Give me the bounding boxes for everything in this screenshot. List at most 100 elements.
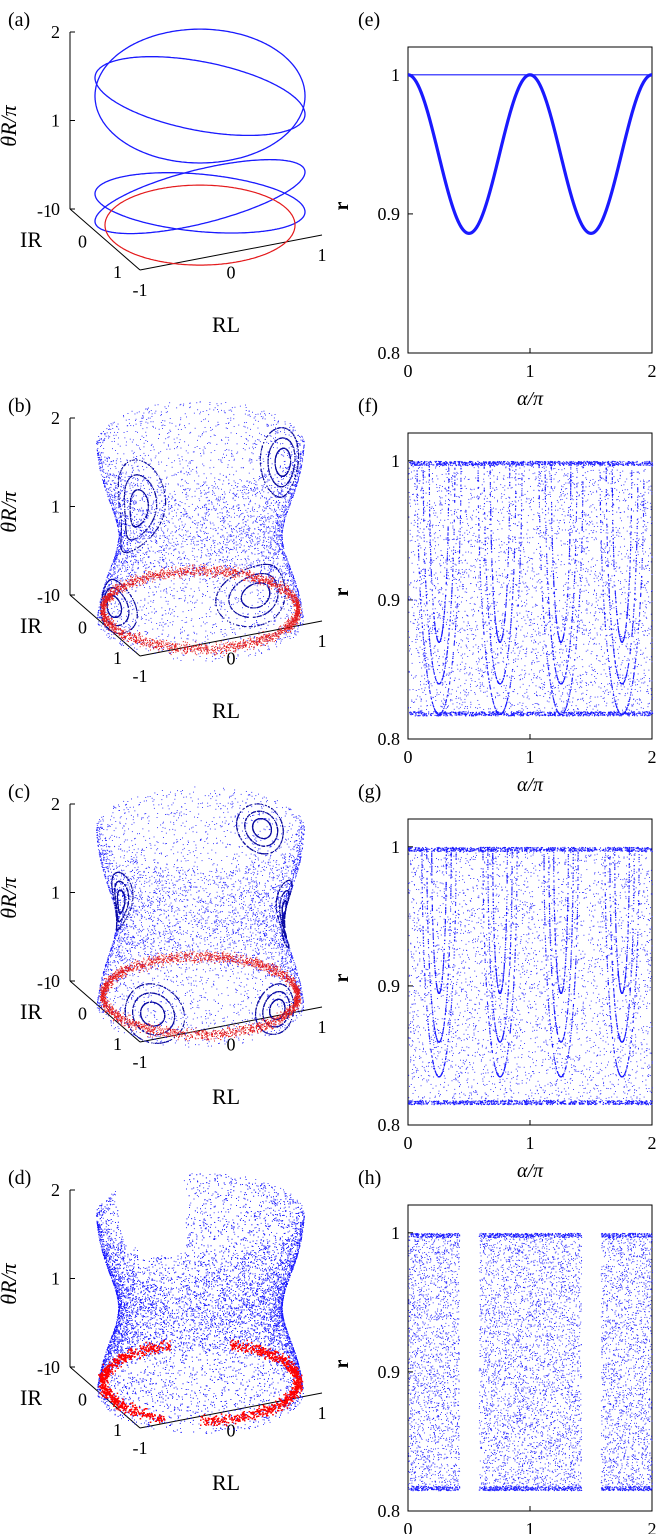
data-point <box>302 625 303 626</box>
data-point <box>274 440 275 441</box>
data-point <box>218 459 219 460</box>
data-point <box>153 595 154 596</box>
data-point <box>124 546 125 547</box>
data-point <box>236 530 237 531</box>
data-point <box>141 519 142 520</box>
data-point <box>255 537 256 538</box>
data-point <box>260 493 261 494</box>
data-point <box>281 527 282 528</box>
data-point <box>128 624 129 625</box>
data-point <box>259 478 260 479</box>
data-point <box>253 448 254 449</box>
data-point <box>212 627 213 628</box>
data-point <box>251 565 252 566</box>
data-point <box>294 427 295 428</box>
data-point <box>187 575 188 576</box>
data-point <box>291 574 292 575</box>
data-point <box>146 615 147 616</box>
data-point <box>147 441 148 442</box>
data-point <box>129 548 130 549</box>
data-point <box>283 450 284 451</box>
data-point <box>221 602 222 603</box>
data-point <box>214 542 215 543</box>
data-point <box>121 491 122 492</box>
data-point <box>259 560 260 561</box>
data-point <box>162 492 163 493</box>
data-point <box>294 474 295 475</box>
data-point <box>271 593 272 594</box>
data-point <box>206 540 207 541</box>
data-point <box>249 482 250 483</box>
data-point <box>256 488 257 489</box>
data-point <box>133 633 134 634</box>
data-point <box>213 625 214 626</box>
data-point <box>231 450 232 451</box>
data-point <box>139 550 140 551</box>
data-point <box>229 550 230 551</box>
data-point <box>189 595 190 596</box>
data-point <box>158 522 159 523</box>
data-point <box>103 448 104 449</box>
data-point <box>115 511 116 512</box>
data-point <box>113 480 114 481</box>
data-point <box>252 507 253 508</box>
data-point <box>277 448 278 449</box>
data-point <box>212 656 213 657</box>
data-point <box>174 439 175 440</box>
data-point <box>109 458 110 459</box>
data-point <box>262 510 263 511</box>
data-point <box>230 420 231 421</box>
data-point <box>210 402 211 403</box>
data-point <box>251 566 252 567</box>
data-point <box>202 485 203 486</box>
data-point <box>180 505 181 506</box>
data-point <box>138 567 139 568</box>
data-point <box>280 527 281 528</box>
data-point <box>275 549 276 550</box>
data-point <box>164 555 165 556</box>
data-point <box>178 563 179 564</box>
data-point <box>164 540 165 541</box>
data-point <box>300 471 301 472</box>
data-point <box>231 604 232 605</box>
data-point <box>236 566 237 567</box>
data-point <box>171 562 172 563</box>
data-point <box>129 541 130 542</box>
data-point <box>288 563 289 564</box>
data-point <box>191 541 192 542</box>
data-point <box>248 535 249 536</box>
y-axis-label: IR <box>20 613 42 638</box>
data-point <box>169 542 170 543</box>
data-point <box>227 428 228 429</box>
data-point <box>142 515 143 516</box>
data-point <box>203 484 204 485</box>
data-point <box>133 576 134 577</box>
data-point <box>128 413 129 414</box>
data-point <box>266 556 267 557</box>
data-point <box>304 441 305 442</box>
data-point <box>209 539 210 540</box>
data-point <box>135 431 136 432</box>
data-point <box>237 490 238 491</box>
data-point <box>289 565 290 566</box>
data-point <box>189 463 190 464</box>
data-point <box>143 530 144 531</box>
data-point <box>267 506 268 507</box>
data-point <box>117 426 118 427</box>
data-point <box>274 552 275 553</box>
data-point <box>112 448 113 449</box>
data-point <box>205 427 206 428</box>
data-point <box>162 425 163 426</box>
data-point <box>268 527 269 528</box>
data-point <box>114 483 115 484</box>
data-point <box>178 505 179 506</box>
data-point <box>184 580 185 581</box>
data-point <box>106 629 107 630</box>
data-point <box>275 433 276 434</box>
data-point <box>285 618 286 619</box>
data-point <box>141 619 142 620</box>
data-point <box>174 564 175 565</box>
data-point <box>202 617 203 618</box>
data-point <box>198 514 199 515</box>
data-point <box>241 530 242 531</box>
